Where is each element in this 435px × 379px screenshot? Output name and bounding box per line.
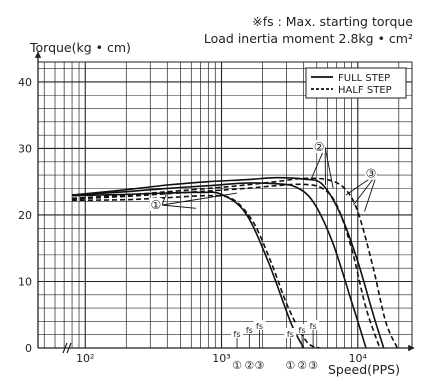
fs-label-bg <box>307 320 320 330</box>
series-curve-full-2 <box>71 182 367 349</box>
callout-bg <box>149 198 162 211</box>
callout-leader <box>324 147 334 189</box>
callouts: ① ② ③ <box>149 140 378 212</box>
callout-leader <box>161 204 197 209</box>
fs-label: fs <box>310 322 317 331</box>
callout-label: ① <box>151 198 162 212</box>
callout-label: ② <box>314 140 325 154</box>
series-curve-full-3 <box>71 176 385 349</box>
y-tick-label: 10 <box>18 275 32 288</box>
tick-labels: 0 10 20 30 40 10² 10³ 10⁴ <box>18 76 368 365</box>
y-tick-label: 20 <box>18 209 32 222</box>
legend-label-2: HALF STEP <box>338 85 392 96</box>
series-curve-full-1 <box>71 191 305 349</box>
fs-circle-number: ③ <box>255 359 265 372</box>
axis-break-mark <box>62 342 68 354</box>
fs-circle-number: ① <box>285 359 295 372</box>
axes <box>34 51 415 354</box>
series-curve-half-1 <box>71 194 320 349</box>
fs-label-bg <box>231 328 244 338</box>
axis-break-mark <box>66 342 72 354</box>
fs-label: fs <box>287 330 294 339</box>
legend-box <box>305 67 407 99</box>
fs-markers: fs ① fs ② fs ③ fs ① fs ② fs ③ <box>231 320 320 372</box>
fs-label-bg <box>284 328 297 338</box>
series-curve-half-2 <box>71 183 381 349</box>
y-tick-label: 30 <box>18 142 32 155</box>
callout-leader <box>364 173 378 212</box>
x-tick-label: 10² <box>76 352 94 365</box>
fs-label: fs <box>299 326 306 335</box>
fs-circle-number: ③ <box>308 359 318 372</box>
x-tick-label: 10³ <box>212 352 230 365</box>
callout-label: ③ <box>366 167 377 181</box>
series-curve-half-3 <box>71 177 399 349</box>
x-axis-label: Speed(PPS) <box>328 362 400 377</box>
fs-label: fs <box>256 322 263 331</box>
legend-label-1: FULL STEP <box>338 73 390 84</box>
fs-label-bg <box>296 324 309 334</box>
callout-bg <box>364 166 377 180</box>
y-tick-label: 40 <box>18 76 32 89</box>
fs-label-bg <box>243 324 256 334</box>
callout-bg <box>313 140 326 154</box>
x-tick-label: 10⁴ <box>349 352 368 365</box>
fs-label: fs <box>234 330 241 339</box>
note-fs: ※fs : Max. starting torque <box>252 14 413 29</box>
y-tick-label: 0 <box>25 342 32 355</box>
fs-circle-number: ② <box>244 359 254 372</box>
fs-circle-number: ① <box>232 359 242 372</box>
note-load-inertia: Load inertia moment 2.8kg • cm² <box>203 31 413 46</box>
y-axis-label: Torque(kg • cm) <box>30 40 131 55</box>
fs-label-bg <box>253 320 266 330</box>
callout-leader <box>161 191 168 206</box>
fs-circle-number: ② <box>297 359 307 372</box>
series-curves <box>71 176 399 349</box>
callout-leader <box>161 192 238 206</box>
grid <box>38 62 412 348</box>
fs-label: fs <box>246 326 253 335</box>
